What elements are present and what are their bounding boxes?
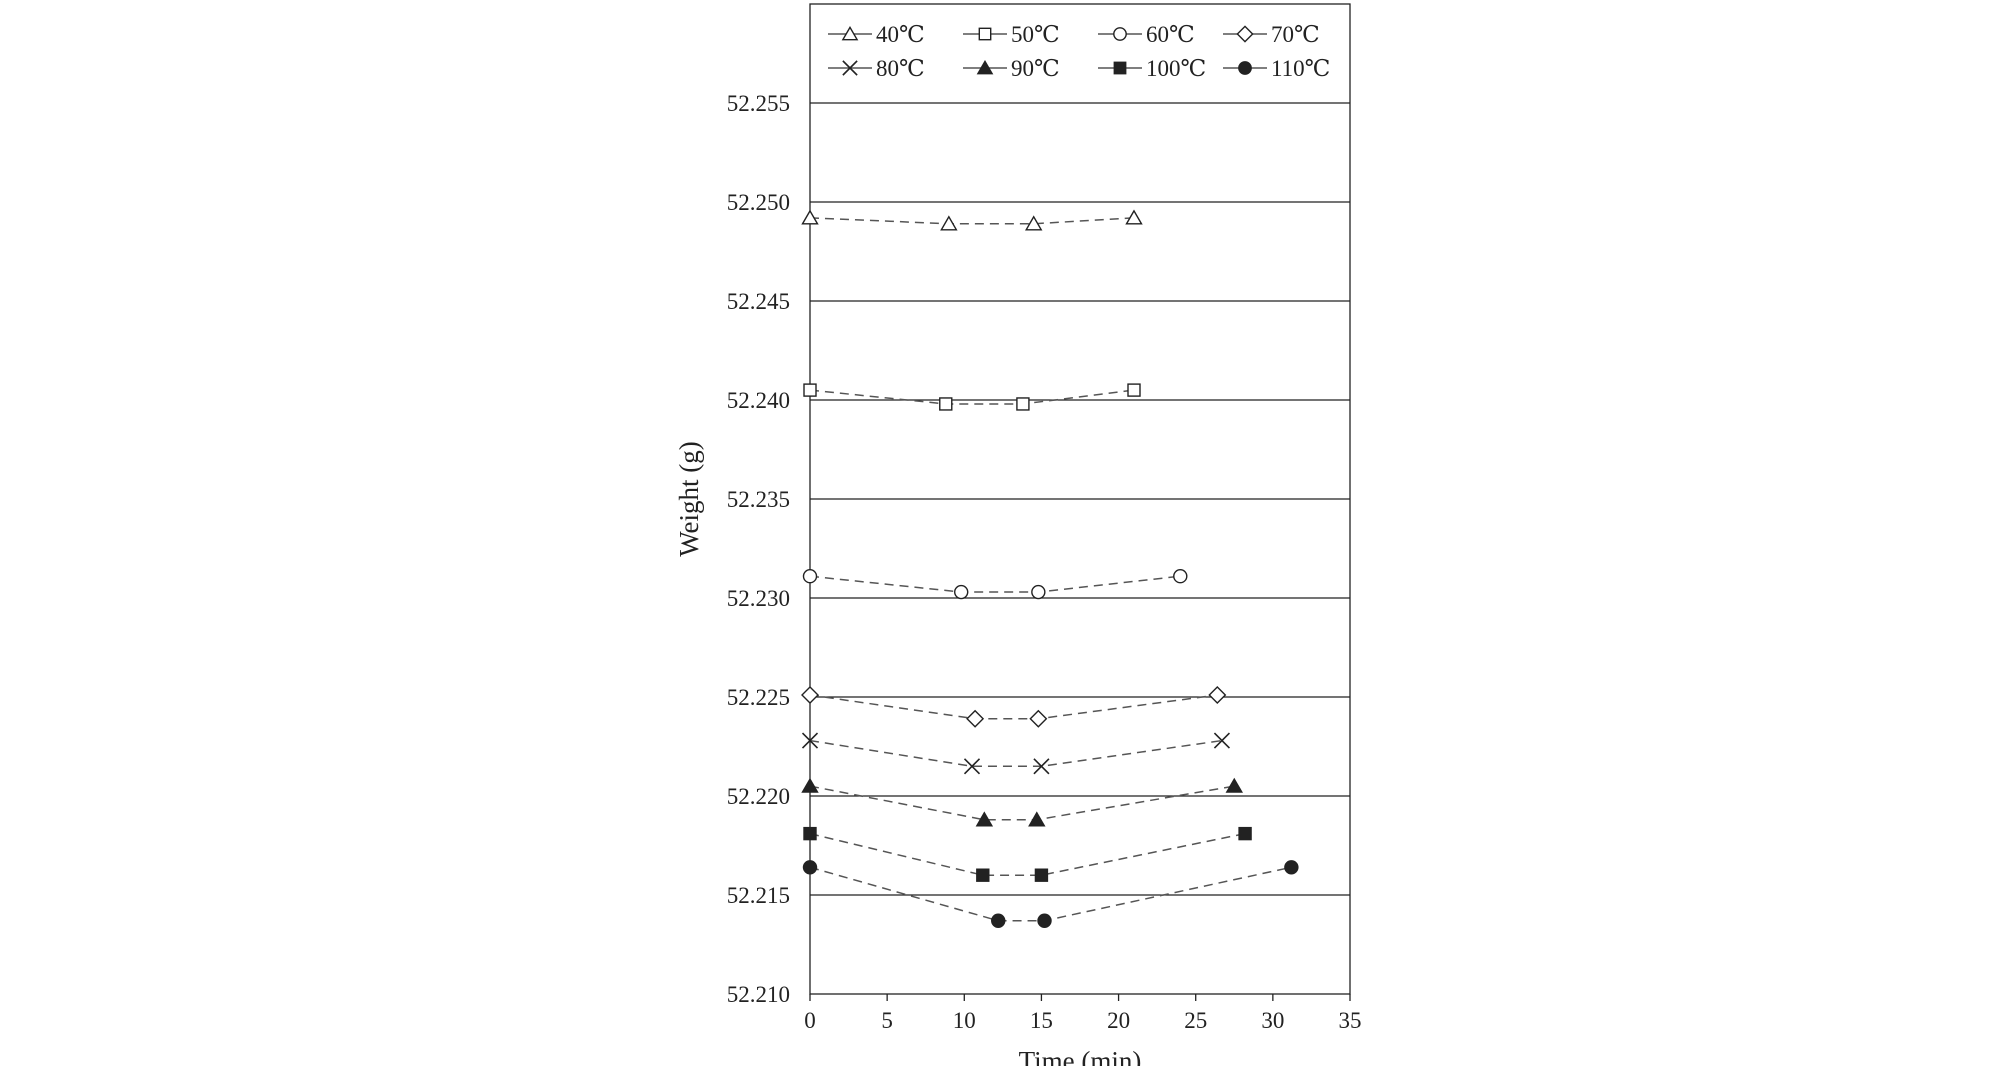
legend-label: 70℃ [1271, 22, 1320, 47]
series-line [809, 694, 1218, 720]
series [802, 569, 1188, 600]
x-axis-title: Time (min) [1019, 1046, 1142, 1066]
open-triangle-icon [1125, 209, 1143, 225]
cross-icon [801, 732, 819, 749]
legend-item: 70℃ [1223, 22, 1320, 47]
legend: 40℃ 50℃ 60℃ 70℃ 80℃ 90℃ 100℃ 110℃ [828, 22, 1330, 81]
y-tick-label: 52.230 [727, 586, 790, 611]
x-axis-tick-marks [809, 994, 1351, 1001]
legend-label: 100℃ [1146, 56, 1206, 81]
filled-triangle-icon [1028, 811, 1046, 827]
series [801, 732, 1231, 775]
filled-square-icon [1034, 868, 1049, 882]
series-line [809, 217, 1135, 225]
open-triangle-icon [801, 209, 819, 225]
cross-icon [1033, 758, 1050, 775]
open-circle-icon [1113, 27, 1127, 41]
legend-item: 60℃ [1098, 22, 1195, 47]
y-tick-label: 52.250 [727, 190, 790, 215]
legend-item: 80℃ [828, 56, 925, 81]
plot-area-frame [809, 3, 1351, 995]
x-tick-label: 25 [1184, 1008, 1207, 1033]
filled-square-icon [1113, 61, 1127, 75]
open-square-icon [978, 27, 992, 41]
filled-triangle-icon [1225, 777, 1243, 793]
filled-circle-icon [1238, 61, 1252, 75]
y-tick-label: 52.235 [727, 487, 790, 512]
filled-triangle-icon [976, 59, 994, 75]
x-tick-label: 35 [1339, 1008, 1362, 1033]
y-tick-label: 52.245 [727, 289, 790, 314]
y-axis-tick-labels: 52.210 52.215 52.220 52.225 52.230 52.235 52.2… [727, 91, 790, 1007]
series [801, 686, 1227, 728]
open-diamond-icon [801, 686, 819, 705]
open-triangle-icon [841, 25, 859, 41]
series-line [809, 832, 1246, 876]
legend-label: 60℃ [1146, 22, 1195, 47]
legend-label: 40℃ [876, 22, 925, 47]
series [803, 383, 1141, 411]
x-tick-label: 5 [881, 1008, 893, 1033]
open-triangle-icon [1025, 215, 1043, 231]
filled-circle-icon [1284, 860, 1299, 875]
x-tick-label: 0 [804, 1008, 816, 1033]
open-circle-icon [1173, 569, 1188, 584]
open-square-icon [939, 397, 953, 411]
filled-circle-icon [991, 913, 1006, 928]
open-circle-icon [954, 584, 969, 600]
filled-square-icon [803, 826, 817, 841]
y-tick-label: 52.255 [727, 91, 790, 116]
open-circle-icon [1031, 584, 1046, 600]
y-tick-label: 52.240 [727, 388, 790, 413]
series-line [809, 739, 1223, 768]
series-line [809, 389, 1135, 405]
cross-icon [842, 60, 858, 76]
filled-triangle-icon [975, 811, 994, 827]
open-diamond-icon [966, 709, 985, 728]
y-tick-label: 52.225 [727, 685, 790, 710]
open-triangle-icon [940, 215, 958, 231]
filled-circle-icon [802, 860, 818, 875]
legend-item: 40℃ [828, 22, 925, 47]
series [801, 209, 1143, 231]
legend-item: 90℃ [963, 56, 1060, 81]
open-square-icon [1016, 397, 1030, 411]
x-tick-label: 20 [1107, 1008, 1130, 1033]
cross-icon [1213, 732, 1231, 749]
cross-icon [963, 758, 981, 775]
filled-square-icon [976, 868, 990, 882]
legend-label: 90℃ [1011, 56, 1060, 81]
x-tick-label: 15 [1030, 1008, 1053, 1033]
open-diamond-icon [1029, 709, 1048, 728]
series-line [809, 575, 1181, 593]
filled-square-icon [1238, 826, 1252, 841]
open-circle-icon [802, 569, 818, 584]
y-tick-label: 52.210 [727, 982, 790, 1007]
series [803, 826, 1252, 882]
open-square-icon [1127, 383, 1141, 397]
legend-label: 110℃ [1271, 56, 1330, 81]
series [801, 777, 1243, 827]
x-axis-tick-labels: 0 5 10 15 20 25 30 35 [804, 1008, 1361, 1033]
y-tick-label: 52.215 [727, 883, 790, 908]
legend-item: 110℃ [1223, 56, 1330, 81]
series-line [809, 866, 1292, 922]
filled-triangle-icon [801, 777, 819, 793]
x-tick-label: 30 [1261, 1008, 1284, 1033]
x-tick-label: 10 [953, 1008, 976, 1033]
filled-circle-icon [1037, 913, 1052, 928]
open-diamond-icon [1208, 686, 1227, 705]
data-series [801, 209, 1299, 928]
series-line [809, 785, 1235, 821]
legend-label: 80℃ [876, 56, 925, 81]
y-tick-label: 52.220 [727, 784, 790, 809]
legend-label: 50℃ [1011, 22, 1060, 47]
legend-item: 50℃ [963, 22, 1060, 47]
legend-item: 100℃ [1098, 56, 1206, 81]
series [802, 860, 1299, 928]
y-axis-title: Weight (g) [674, 441, 704, 557]
open-square-icon [803, 383, 817, 397]
open-diamond-icon [1236, 25, 1254, 43]
